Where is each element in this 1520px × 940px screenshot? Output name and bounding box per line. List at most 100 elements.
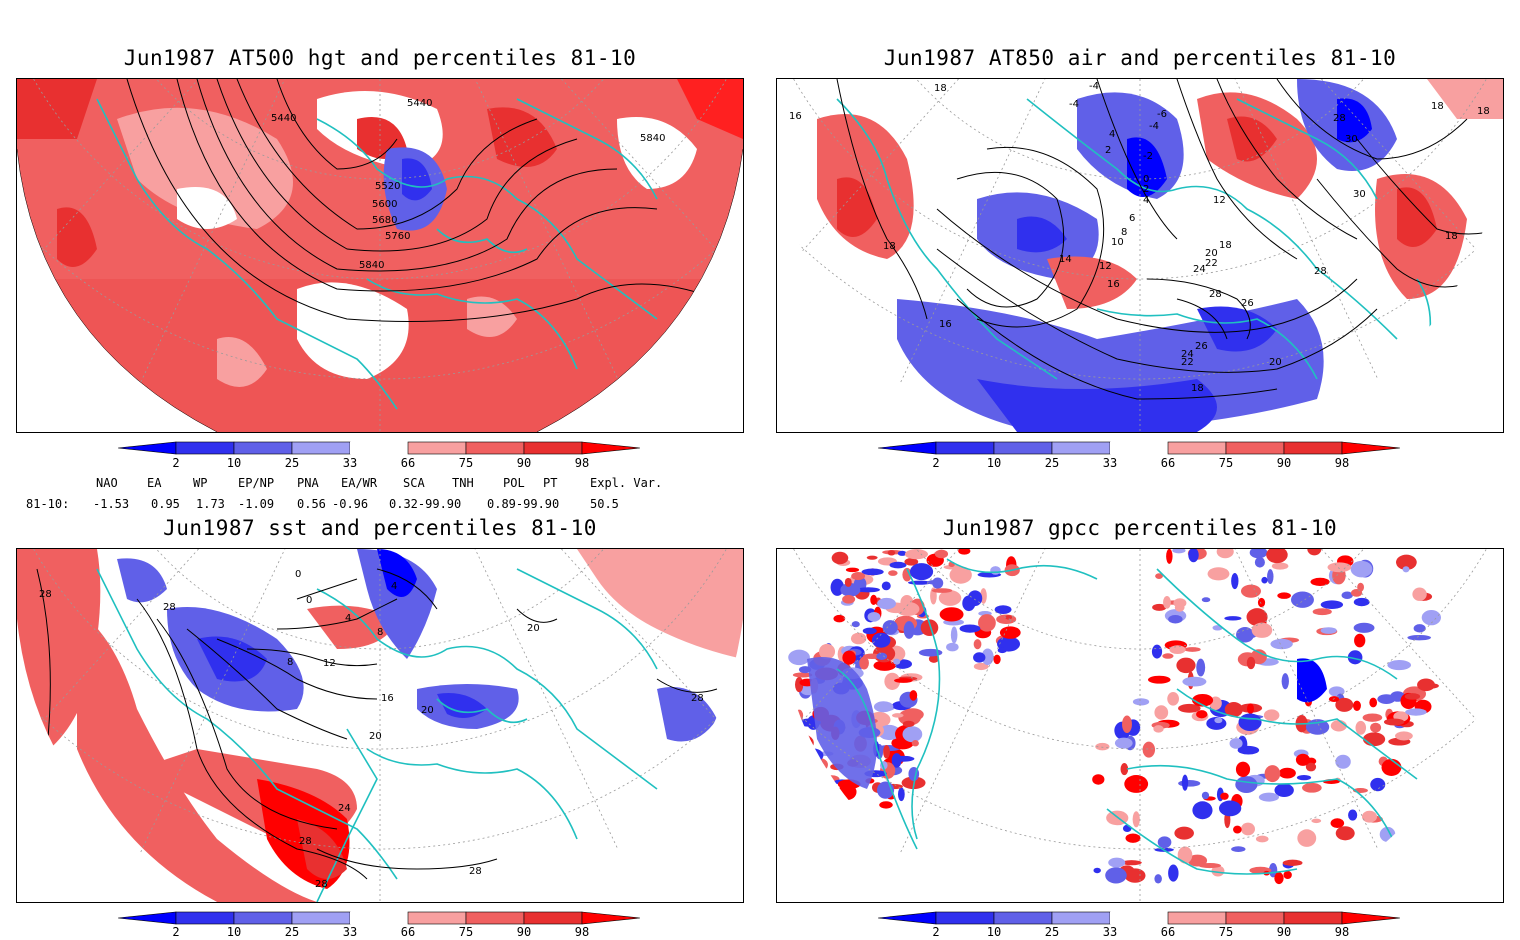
colorbar-swatch [350, 912, 408, 924]
precip-anomaly-patch [1235, 761, 1251, 777]
precip-anomaly-patch [818, 643, 836, 660]
precip-anomaly-patch [1351, 589, 1363, 597]
precip-anomaly-patch [1092, 774, 1105, 785]
contour-label: -4 [1149, 121, 1159, 132]
precip-anomaly-patch [950, 626, 958, 644]
colorbar-swatch [291, 441, 351, 455]
precip-anomaly-patch [1168, 864, 1179, 882]
precip-anomaly-patch [938, 590, 962, 606]
precip-anomaly-patch [1121, 860, 1142, 866]
colorbar-tick: 25 [1044, 456, 1060, 470]
contour-label: 28 [163, 602, 176, 613]
precip-anomaly-patch [1155, 573, 1163, 580]
contour-label: 4 [1109, 129, 1115, 140]
index-header: POL [503, 476, 525, 490]
precip-anomaly-patch [902, 726, 923, 743]
precip-anomaly-patch [1174, 826, 1194, 840]
precip-anomaly-patch [1181, 774, 1189, 791]
colorbar-tick: 66 [1160, 456, 1176, 470]
precip-anomaly-patch [1353, 597, 1370, 607]
precip-anomaly-patch [931, 588, 953, 593]
precip-anomaly-patch [1404, 693, 1421, 700]
contour-label: 5680 [372, 215, 397, 226]
precip-anomaly-patch [903, 621, 915, 639]
precip-anomaly-patch [1369, 697, 1378, 708]
precip-anomaly-patch [871, 632, 891, 648]
precip-anomaly-patch [973, 639, 982, 650]
precip-anomaly-patch [879, 801, 893, 809]
precip-anomaly-patch [1154, 874, 1162, 884]
precip-anomaly-patch [800, 748, 824, 763]
precip-anomaly-patch [1163, 595, 1171, 609]
precip-anomaly-patch [882, 620, 898, 635]
precip-anomaly-patch [902, 720, 915, 728]
colorbar-swatch [1051, 911, 1111, 925]
precip-anomaly-patch [873, 701, 894, 713]
panel-title-hgt: Jun1987 AT500 hgt and percentiles 81-10 [123, 46, 637, 70]
contour-label: 8 [377, 627, 383, 638]
precip-anomaly-patch [894, 678, 913, 683]
colorbar-tick: 25 [284, 456, 300, 470]
contour-label: 5600 [372, 199, 397, 210]
precip-anomaly-patch [1154, 705, 1169, 720]
precip-anomaly-patch [1377, 694, 1396, 704]
contour-label: 5440 [271, 113, 296, 124]
precip-anomaly-patch [844, 577, 852, 587]
contour-label: 24 [338, 803, 351, 814]
precip-anomaly-patch [1240, 584, 1261, 598]
precip-anomaly-patch [1335, 697, 1354, 712]
precip-anomaly-patch [1229, 738, 1243, 749]
precip-anomaly-patch [1274, 783, 1294, 798]
index-value: 0.56 [297, 497, 326, 511]
precip-anomaly-patch [1178, 703, 1201, 713]
precip-anomaly-patch [878, 724, 901, 741]
index-value: -1.09 [238, 497, 275, 511]
colorbar-swatch [523, 911, 583, 925]
precip-anomaly-patch [1347, 650, 1363, 665]
colorbar-swatch [1225, 441, 1285, 455]
precip-anomaly-patch [1132, 811, 1140, 828]
precip-anomaly-patch [1264, 765, 1281, 783]
precip-anomaly-patch [1362, 732, 1386, 747]
precip-anomaly-patch [811, 790, 825, 807]
precip-anomaly-patch [893, 658, 901, 665]
contour-label: 20 [369, 731, 382, 742]
precip-anomaly-patch [1383, 718, 1405, 726]
colorbar-tick: 75 [458, 456, 474, 470]
precip-anomaly-patch [795, 709, 804, 722]
contour-label: 24 [1193, 264, 1206, 275]
contour-label: 12 [1213, 195, 1226, 206]
precip-anomaly-patch [1093, 867, 1101, 874]
contour-label: 20 [527, 623, 540, 634]
colorbar-swatch [350, 442, 408, 454]
contour-label: 5840 [640, 133, 665, 144]
contour-label: 18 [934, 83, 947, 94]
colorbar-tick: 75 [1218, 925, 1234, 939]
precip-anomaly-patch [901, 708, 924, 721]
precip-anomaly-patch [873, 660, 896, 671]
precip-anomaly-patch [1005, 615, 1013, 620]
precip-anomaly-patch [918, 648, 943, 657]
index-value: 1.73 [196, 497, 225, 511]
precip-anomaly-patch [1105, 867, 1127, 884]
precip-anomaly-patch [1169, 645, 1186, 655]
precip-anomaly-patch [1168, 614, 1183, 624]
colorbar-tick: 90 [1276, 925, 1292, 939]
colorbar-swatch [233, 911, 293, 925]
colorbar-tick: 10 [986, 925, 1002, 939]
precip-anomaly-patch [999, 626, 1021, 639]
precip-anomaly-patch [1330, 720, 1347, 732]
precip-anomaly-patch [1237, 745, 1260, 755]
precip-anomaly-patch [802, 757, 821, 771]
precip-anomaly-patch [1278, 767, 1296, 779]
precip-anomaly-patch [1182, 676, 1207, 687]
precip-anomaly-patch [842, 650, 856, 665]
contour-label: 16 [789, 111, 802, 122]
precip-anomaly-patch [791, 735, 812, 748]
colorbar-swatch [117, 911, 177, 925]
contour-label: 28 [1314, 266, 1327, 277]
colorbar-air [877, 440, 1402, 470]
precip-anomaly-patch [1142, 741, 1156, 758]
precip-anomaly-patch [791, 734, 814, 752]
precip-anomaly-patch [1114, 737, 1133, 749]
